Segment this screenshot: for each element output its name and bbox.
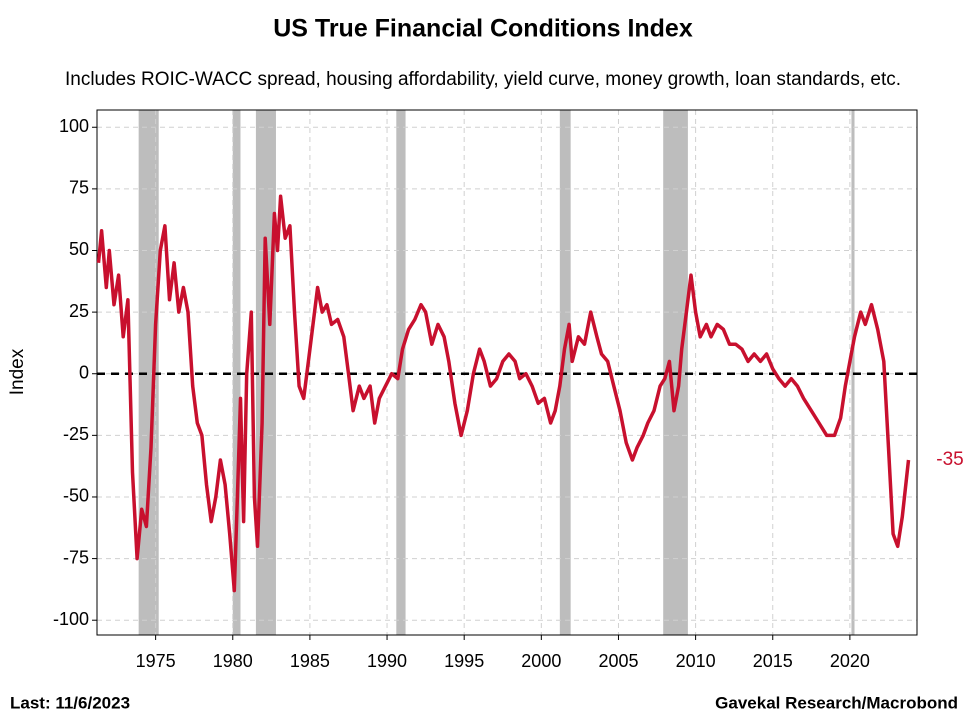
x-tick-label: 1975 xyxy=(136,651,176,671)
y-tick-label: -75 xyxy=(63,547,89,567)
series-line xyxy=(96,194,911,593)
footnote: Last: 11/6/2023 xyxy=(10,693,130,712)
x-tick-label: 1985 xyxy=(290,651,330,671)
recession-band xyxy=(232,110,241,635)
y-tick-label: 50 xyxy=(69,239,89,259)
x-tick-label: 2020 xyxy=(830,651,870,671)
x-tick-label: 2010 xyxy=(676,651,716,671)
last-value-label: -35 xyxy=(936,449,963,470)
x-tick-label: 1990 xyxy=(367,651,407,671)
y-axis-label: Index xyxy=(7,348,28,395)
source: Gavekal Research/Macrobond xyxy=(715,693,958,712)
recession-band xyxy=(138,110,159,635)
y-tick-label: 100 xyxy=(59,116,89,136)
chart-subtitle: Includes ROIC-WACC spread, housing affor… xyxy=(65,69,901,90)
x-tick-label: 1980 xyxy=(213,651,253,671)
recession-band xyxy=(396,110,406,635)
y-tick-label: 0 xyxy=(79,362,89,382)
x-tick-label: 2005 xyxy=(598,651,638,671)
chart-title: US True Financial Conditions Index xyxy=(273,15,693,43)
y-tick-label: -100 xyxy=(53,609,89,629)
recession-band xyxy=(851,110,855,635)
x-tick-label: 1995 xyxy=(444,651,484,671)
y-tick-label: 75 xyxy=(69,178,89,198)
y-tick-label: -25 xyxy=(63,424,89,444)
x-tick-label: 2015 xyxy=(753,651,793,671)
x-tick-label: 2000 xyxy=(521,651,561,671)
y-tick-label: -50 xyxy=(63,486,89,506)
y-tick-label: 25 xyxy=(69,301,89,321)
